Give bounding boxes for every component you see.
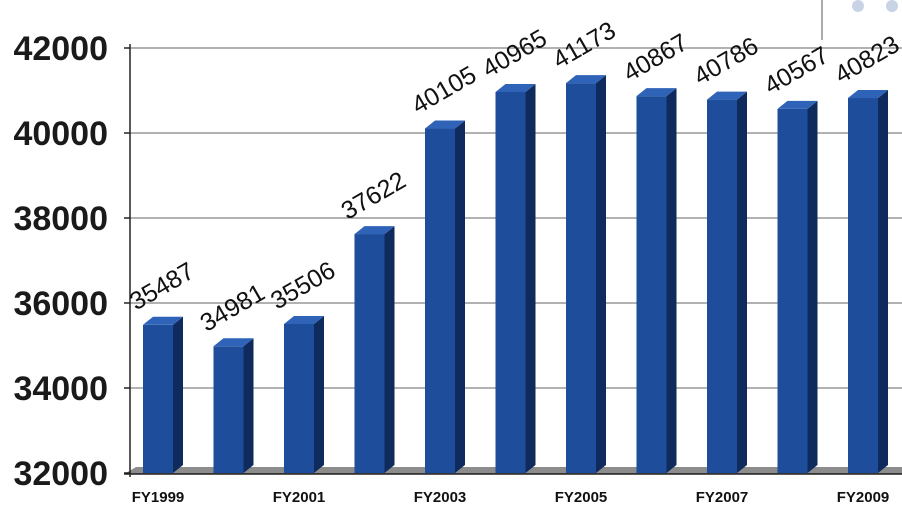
- y-tick-label: 36000: [13, 285, 108, 323]
- bar-front: [777, 108, 808, 473]
- bar-side: [878, 90, 888, 474]
- bar-front: [284, 323, 314, 473]
- y-axis-ticks: 32000 34000 36000 38000 40000 42000: [13, 30, 108, 493]
- data-label: 37622: [337, 166, 411, 225]
- bar-side: [666, 88, 677, 473]
- bar-front: [425, 128, 455, 473]
- data-label: 40965: [478, 24, 552, 83]
- bar: [284, 315, 324, 473]
- bar-side: [807, 100, 818, 473]
- bar: [636, 88, 677, 473]
- bar-side: [173, 316, 183, 473]
- y-tick-label: 42000: [13, 30, 108, 68]
- x-tick-label: FY1999: [132, 489, 185, 506]
- bar-top: [284, 315, 324, 324]
- x-axis-ticks: FY1999 FY2001 FY2003 FY2005 FY2007 FY2009: [132, 489, 890, 506]
- data-label: 40567: [760, 41, 834, 100]
- bar-top: [425, 120, 465, 129]
- bar-top: [777, 100, 818, 109]
- data-label: 40105: [407, 61, 481, 120]
- bar-side: [737, 91, 747, 473]
- bar-side: [525, 83, 536, 474]
- bar-side: [314, 315, 324, 473]
- bar-top: [848, 90, 888, 99]
- data-label: 35487: [125, 257, 199, 316]
- y-tick-label: 32000: [13, 455, 108, 493]
- bar: [354, 226, 395, 473]
- x-tick-label: FY2005: [555, 489, 608, 506]
- bar-top: [143, 316, 183, 325]
- data-label: 40867: [619, 28, 693, 87]
- bar: [566, 75, 606, 474]
- decorative-dot: [886, 0, 898, 12]
- bar-top: [566, 75, 606, 84]
- bar: [425, 120, 465, 473]
- bar-front: [495, 91, 526, 474]
- corner-decoration: [821, 0, 898, 40]
- bar: [495, 83, 536, 474]
- bar-top: [636, 88, 677, 97]
- bar-side: [243, 338, 254, 473]
- bar-top: [354, 226, 395, 235]
- x-tick-label: FY2007: [696, 489, 749, 506]
- data-label: 34981: [196, 278, 270, 337]
- x-tick-label: FY2001: [273, 489, 326, 506]
- bar: [848, 90, 888, 474]
- y-tick-label: 40000: [13, 115, 108, 153]
- bar-top: [495, 83, 536, 92]
- data-label: 35506: [266, 256, 340, 315]
- bar: [143, 316, 183, 473]
- bar-side: [455, 120, 465, 473]
- bar-front: [707, 99, 737, 473]
- bar-front: [143, 324, 173, 473]
- x-tick-label: FY2003: [414, 489, 467, 506]
- y-tick-label: 38000: [13, 200, 108, 238]
- bar-front: [566, 83, 596, 474]
- bar-side: [596, 75, 606, 474]
- x-tick-label: FY2009: [837, 489, 890, 506]
- bar-front: [213, 346, 244, 473]
- bar-top: [213, 338, 254, 347]
- bar-top: [707, 91, 747, 100]
- bar-front: [636, 96, 667, 473]
- bar-side: [384, 226, 395, 473]
- bar: [707, 91, 747, 473]
- data-label: 41173: [548, 16, 621, 74]
- axes: [124, 44, 902, 477]
- data-label: 40786: [689, 32, 763, 91]
- decorative-dot: [852, 0, 864, 12]
- bar-front: [354, 234, 385, 473]
- data-label: 40823: [830, 30, 902, 89]
- bars: [143, 75, 888, 474]
- y-tick-label: 34000: [13, 370, 108, 408]
- bar: [213, 338, 254, 473]
- bar-front: [848, 98, 878, 474]
- bar: [777, 100, 818, 473]
